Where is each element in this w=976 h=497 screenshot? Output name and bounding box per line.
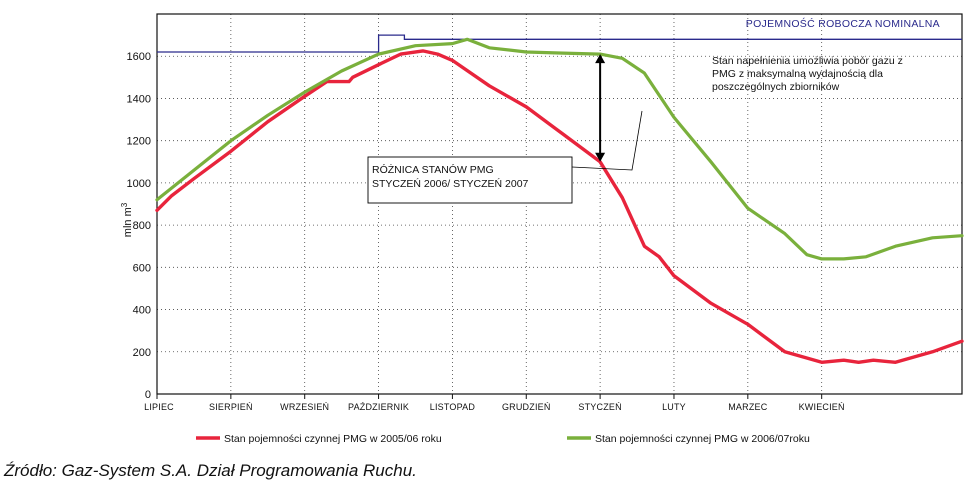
x-tick-label: STYCZEŃ [578,402,621,412]
y-tick-label: 1000 [127,178,151,190]
series-line-1 [155,49,964,364]
y-axis-label-exponent: 3 [120,202,129,207]
y-tick-label: 800 [133,220,151,232]
plot-frame [156,13,963,395]
difference-annotation-box [367,156,573,204]
nominal-capacity-line: POJEMNOŚĆ ROBOCZA NOMINALNA [157,17,962,53]
legend: Stan pojemności czynnej PMG w 2005/06 ro… [196,433,810,445]
x-tick-label: SIERPIEŃ [209,402,253,412]
legend-label-2: Stan pojemności czynnej PMG w 2006/07rok… [595,433,810,445]
x-tick-label: GRUDZIEŃ [502,402,551,412]
y-tick-label: 400 [133,305,151,317]
x-tick-label: LISTOPAD [430,402,476,412]
nominal-capacity-label: POJEMNOŚĆ ROBOCZA NOMINALNA [746,17,940,30]
x-tick-label: LUTY [662,402,686,412]
difference-leader-line [571,110,643,171]
y-tick-label: 600 [133,262,151,274]
annotation-capacity-text: poszczególnych zbiorników [712,81,840,93]
annotation-capacity-text: PMG z maksymalną wydajnością dla [712,68,883,80]
y-tick-label: 1600 [127,51,151,63]
source-caption: Źródło: Gaz-System S.A. Dział Programowa… [4,461,417,480]
y-axis-label: mln m3 [120,202,134,237]
y-tick-label: 200 [133,347,151,359]
legend-label-1: Stan pojemności czynnej PMG w 2005/06 ro… [224,433,442,445]
y-tick-label: 1200 [127,136,151,148]
axes: 0 200 400 600 800 1000 1200 1400 1600 LIPIEC SIERP… [120,13,963,412]
difference-annotation-text: STYCZEŃ 2006/ STYCZEŃ 2007 [372,177,529,190]
difference-arrowhead-up [595,54,606,64]
x-tick-label: MARZEC [728,402,768,412]
difference-arrowhead-down [595,152,606,162]
x-tick-label: WRZESIEŃ [280,402,329,412]
annotations: Stan napełnienia umożliwia pobór gazu zP… [367,54,903,204]
y-tick-label: 0 [145,389,151,401]
annotation-capacity-text: Stan napełnienia umożliwia pobór gazu z [712,55,903,67]
chart: 0 200 400 600 800 1000 1200 1400 1600 LIPIEC SIERP… [120,13,964,445]
x-tick-label: KWIECIEŃ [799,402,845,412]
series-lines [155,37,964,364]
x-tick-label: PAŹDZIERNIK [348,402,409,412]
gridlines [157,14,962,394]
nominal-capacity-step-line [157,34,962,53]
y-tick-label: 1400 [127,93,151,105]
series-line-2 [155,37,964,261]
difference-annotation-text: RÓŻNICA STANÓW PMG [372,163,494,176]
x-tick-label: LIPIEC [144,402,174,412]
